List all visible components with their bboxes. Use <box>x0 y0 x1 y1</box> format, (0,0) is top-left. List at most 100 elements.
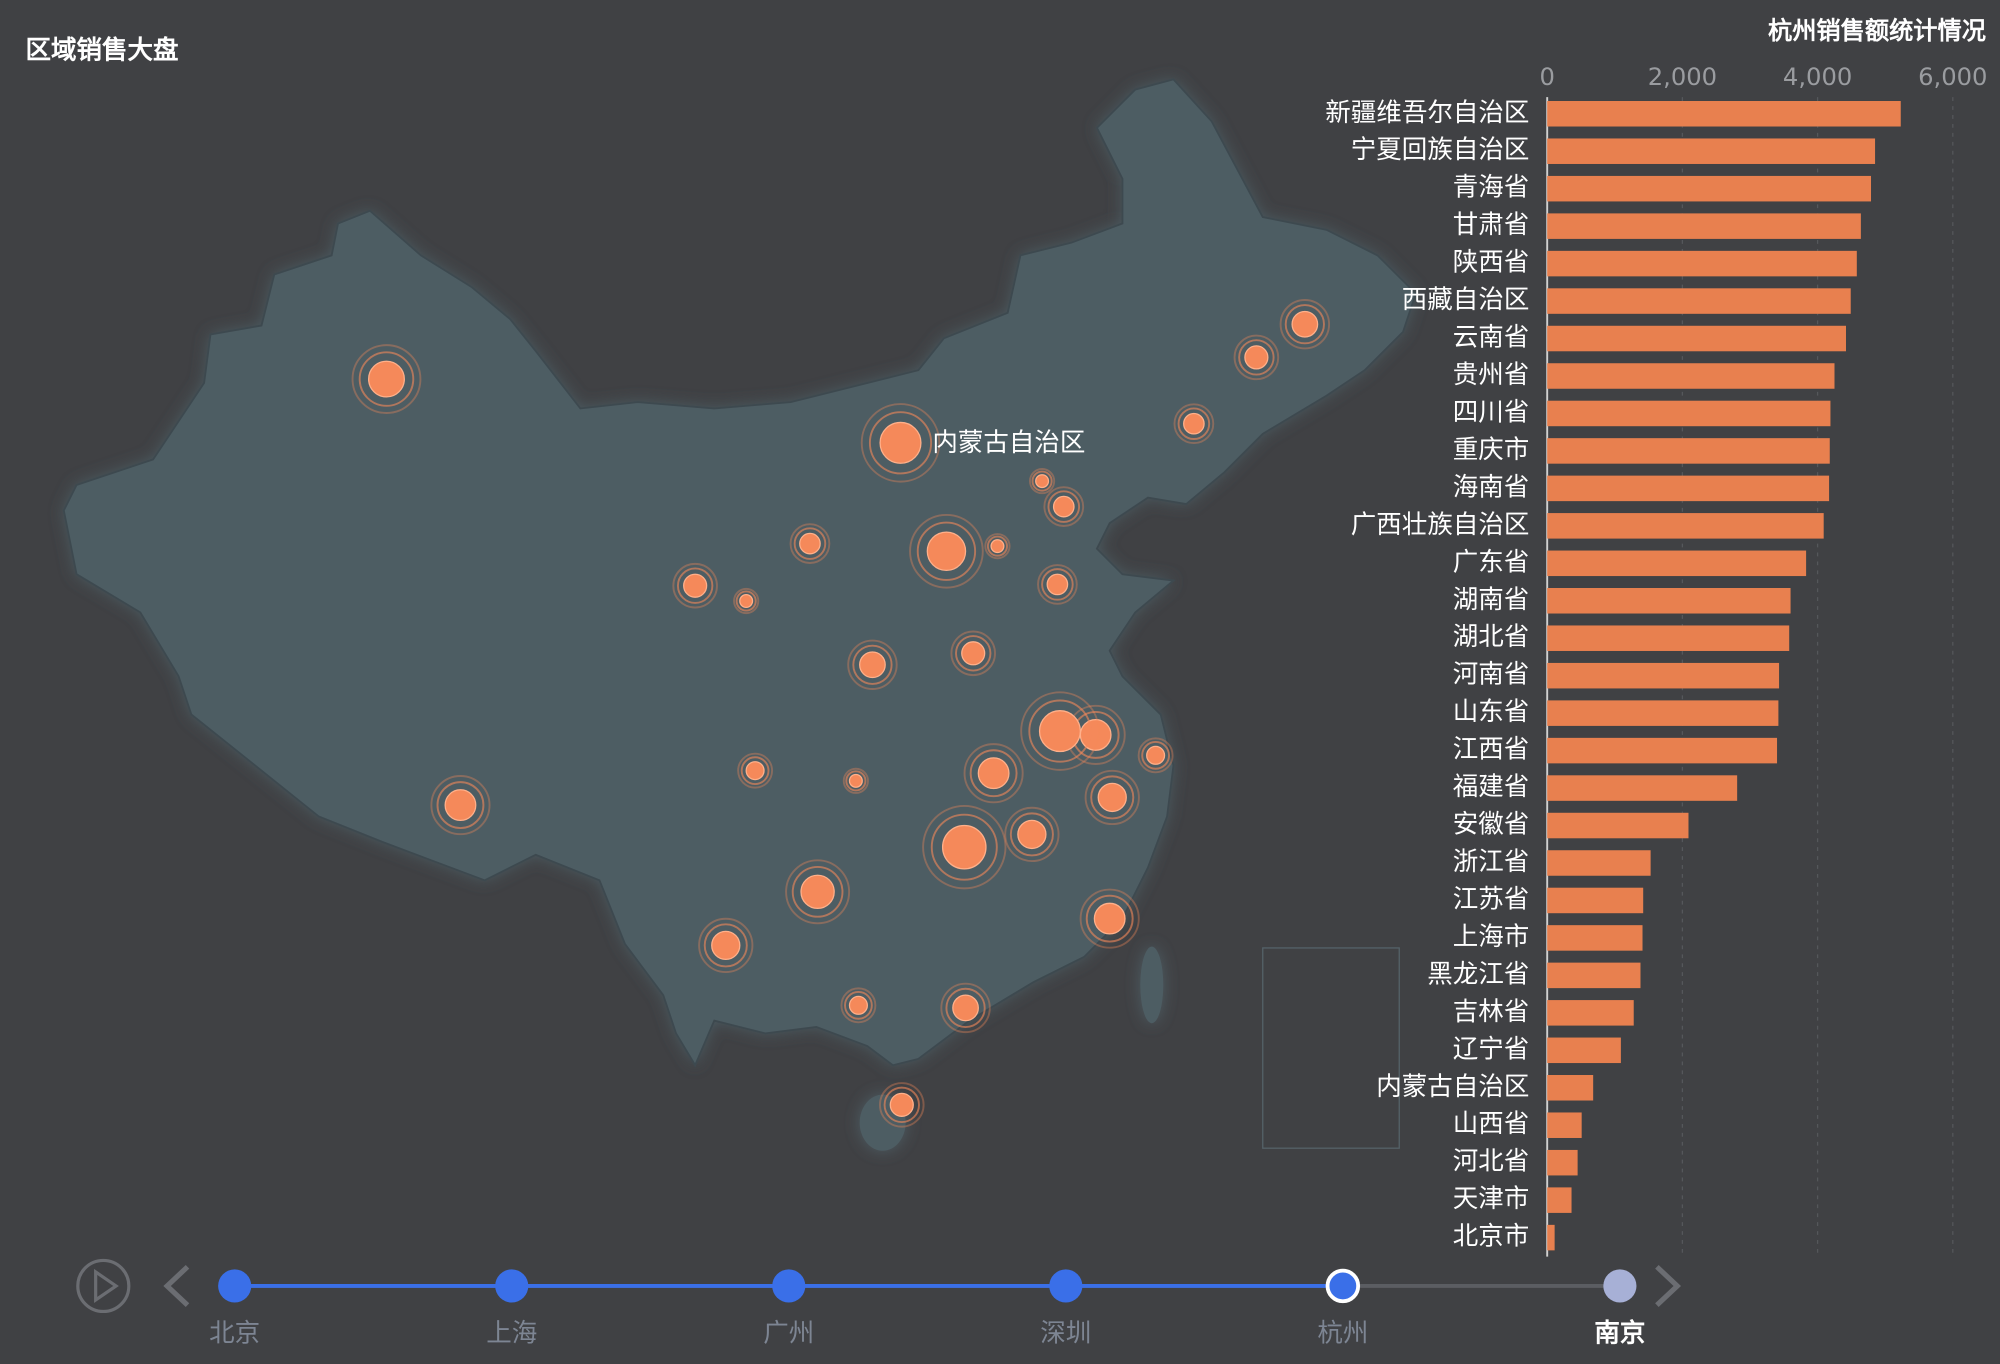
bubble-ripple <box>1177 407 1211 440</box>
y-tick-label: 福建省 <box>1453 772 1530 802</box>
x-tick-label: 6,000 <box>1918 63 1987 91</box>
bubble-ripple <box>733 587 760 615</box>
bubble-ripple <box>1137 737 1174 774</box>
bubble-ripple <box>1031 470 1053 492</box>
bubble-ripple <box>950 630 996 677</box>
bar <box>1547 513 1824 539</box>
bubble <box>879 421 922 464</box>
y-tick-label: 上海市 <box>1453 922 1530 952</box>
y-tick-label: 湖南省 <box>1453 585 1530 615</box>
timeline-node[interactable] <box>1049 1269 1083 1303</box>
bubble <box>711 930 741 961</box>
y-tick-label: 青海省 <box>1453 173 1530 203</box>
bubble-ripple <box>672 562 718 609</box>
bubble-ripple <box>1004 806 1060 863</box>
timeline-label[interactable]: 北京 <box>209 1318 260 1348</box>
chart-title: 杭州销售额统计情况 <box>1768 17 1986 45</box>
bar <box>1547 850 1651 876</box>
timeline-node[interactable] <box>495 1269 529 1303</box>
bubble <box>1093 902 1126 935</box>
map-label: 内蒙古自治区 <box>932 428 1085 458</box>
bubble-ripple <box>1079 888 1140 949</box>
bubble <box>745 761 765 781</box>
bubble-ripple <box>1020 691 1100 771</box>
y-tick-label: 湖北省 <box>1453 622 1530 652</box>
timeline-label[interactable]: 广州 <box>763 1318 814 1348</box>
bar <box>1547 737 1778 764</box>
bar <box>1547 700 1779 726</box>
y-tick-label: 安徽省 <box>1453 810 1530 840</box>
bubble-ripple <box>735 590 757 612</box>
bubble-ripple <box>868 411 933 475</box>
bubble <box>1038 710 1081 753</box>
timeline-label[interactable]: 南京 <box>1594 1318 1645 1348</box>
bar <box>1547 1149 1578 1176</box>
bubble <box>889 1092 914 1117</box>
map-land <box>62 78 1417 1068</box>
y-tick-label: 云南省 <box>1453 323 1530 353</box>
bubble <box>799 532 821 555</box>
map-bubbles: 内蒙古自治区 <box>351 299 1331 1128</box>
y-tick-label: 甘肃省 <box>1453 210 1530 240</box>
bubble-ripple <box>986 535 1008 557</box>
bubble <box>848 773 863 788</box>
y-tick-label: 山东省 <box>1453 697 1530 727</box>
bubble-ripple <box>922 805 1007 890</box>
bar <box>1547 1037 1621 1064</box>
bar <box>1547 175 1872 202</box>
bubble-ripple <box>1085 894 1134 943</box>
bubble-ripple <box>1037 564 1078 605</box>
bar <box>1547 550 1807 577</box>
bubble <box>952 994 979 1022</box>
bubble <box>1035 474 1050 489</box>
y-tick-label: 内蒙古自治区 <box>1376 1072 1529 1102</box>
next-button[interactable] <box>1655 1264 1682 1307</box>
south-sea-inset <box>1262 947 1400 1149</box>
china-map <box>62 78 1417 1151</box>
bubble-ripple <box>1090 775 1135 820</box>
bubble-ripple <box>1279 299 1331 350</box>
bubble-ripple <box>1009 812 1054 857</box>
bubble <box>1244 345 1269 370</box>
y-tick-label: 西藏自治区 <box>1402 285 1530 315</box>
bubble <box>990 539 1005 554</box>
play-button[interactable] <box>76 1258 131 1314</box>
bar <box>1547 213 1861 239</box>
bar <box>1547 363 1835 389</box>
bubble-ripple <box>883 1086 920 1124</box>
timeline-node[interactable] <box>218 1269 252 1303</box>
bubble-ripple <box>737 752 774 789</box>
timeline-label[interactable]: 上海 <box>486 1318 537 1348</box>
bubble <box>367 360 405 398</box>
timeline-label[interactable]: 深圳 <box>1040 1318 1091 1348</box>
timeline-node-current[interactable] <box>1325 1268 1361 1304</box>
bubble <box>961 641 986 666</box>
bar <box>1547 325 1846 352</box>
timeline-label[interactable]: 杭州 <box>1317 1318 1368 1348</box>
bubble-ripple <box>845 770 867 792</box>
bubble <box>941 824 987 870</box>
bubble-ripple <box>1041 568 1074 601</box>
y-tick-label: 河北省 <box>1453 1147 1530 1177</box>
y-tick-label: 河南省 <box>1453 660 1530 690</box>
y-tick-label: 海南省 <box>1453 472 1530 502</box>
bubble-ripple <box>789 523 831 564</box>
bar <box>1547 101 1901 127</box>
bubble-ripple <box>963 743 1024 804</box>
play-icon <box>94 1268 119 1304</box>
bubble-ripple <box>847 639 898 690</box>
y-tick-label: 广西壮族自治区 <box>1351 510 1530 540</box>
timeline-node[interactable] <box>1603 1269 1637 1303</box>
bubble <box>926 531 967 572</box>
bubble <box>739 593 754 609</box>
bar <box>1547 775 1738 801</box>
x-tick-label: 4,000 <box>1783 63 1852 91</box>
bubble-ripple <box>1028 699 1092 763</box>
bubble-ripple <box>1047 490 1081 523</box>
timeline-node[interactable] <box>772 1269 806 1303</box>
prev-button[interactable] <box>163 1264 190 1307</box>
bar <box>1547 812 1689 839</box>
bubble <box>1017 819 1047 850</box>
bubble-ripple <box>698 917 754 974</box>
